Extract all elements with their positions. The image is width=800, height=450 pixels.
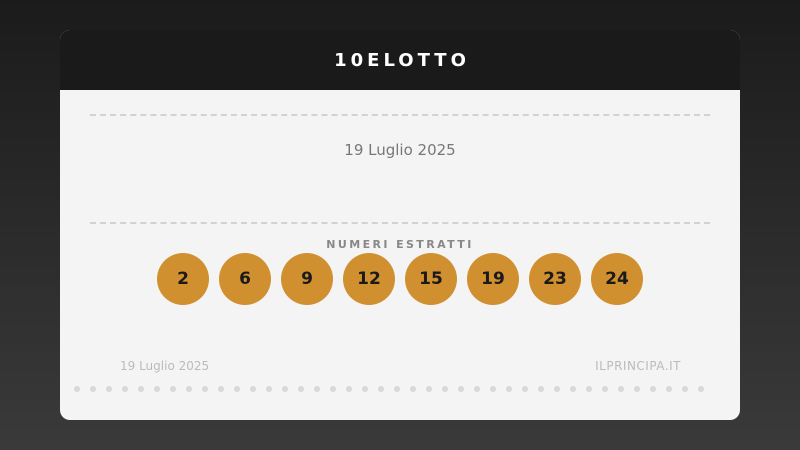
number-ball: 9 (281, 253, 333, 305)
dot (346, 386, 352, 392)
dot (170, 386, 176, 392)
dot (490, 386, 496, 392)
dot (362, 386, 368, 392)
dot (554, 386, 560, 392)
dot (538, 386, 544, 392)
number-ball: 12 (343, 253, 395, 305)
dot (378, 386, 384, 392)
dot (218, 386, 224, 392)
dot (570, 386, 576, 392)
dot (394, 386, 400, 392)
dot (74, 386, 80, 392)
dot (442, 386, 448, 392)
dot (314, 386, 320, 392)
dot (106, 386, 112, 392)
dot (330, 386, 336, 392)
number-ball: 23 (529, 253, 581, 305)
drawn-numbers: 2 6 9 12 15 19 23 24 (157, 253, 643, 305)
dot (138, 386, 144, 392)
draw-date: 19 Luglio 2025 (344, 141, 456, 159)
dot (682, 386, 688, 392)
card-header: 10ELOTTO (60, 30, 740, 90)
decorative-dots (74, 386, 704, 392)
dot (506, 386, 512, 392)
dot (122, 386, 128, 392)
numbers-label: NUMERI ESTRATTI (326, 238, 474, 251)
dot (618, 386, 624, 392)
divider-top (90, 114, 710, 116)
dot (634, 386, 640, 392)
dot (282, 386, 288, 392)
dot (698, 386, 704, 392)
number-ball: 2 (157, 253, 209, 305)
dot (602, 386, 608, 392)
dot (234, 386, 240, 392)
dot (154, 386, 160, 392)
dot (650, 386, 656, 392)
dot (522, 386, 528, 392)
dot (298, 386, 304, 392)
dot (90, 386, 96, 392)
footer-date: 19 Luglio 2025 (120, 359, 210, 373)
number-ball: 24 (591, 253, 643, 305)
page-title: 10ELOTTO (334, 49, 470, 71)
dot (186, 386, 192, 392)
dot (426, 386, 432, 392)
dot (586, 386, 592, 392)
dot (410, 386, 416, 392)
number-ball: 15 (405, 253, 457, 305)
dot (666, 386, 672, 392)
dot (250, 386, 256, 392)
dot (474, 386, 480, 392)
dot (266, 386, 272, 392)
lottery-card: 10ELOTTO 19 Luglio 2025 NUMERI ESTRATTI … (60, 30, 740, 420)
divider-middle (90, 222, 710, 224)
number-ball: 6 (219, 253, 271, 305)
number-ball: 19 (467, 253, 519, 305)
footer-site: ILPRINCIPA.IT (595, 359, 681, 373)
dot (202, 386, 208, 392)
dot (458, 386, 464, 392)
